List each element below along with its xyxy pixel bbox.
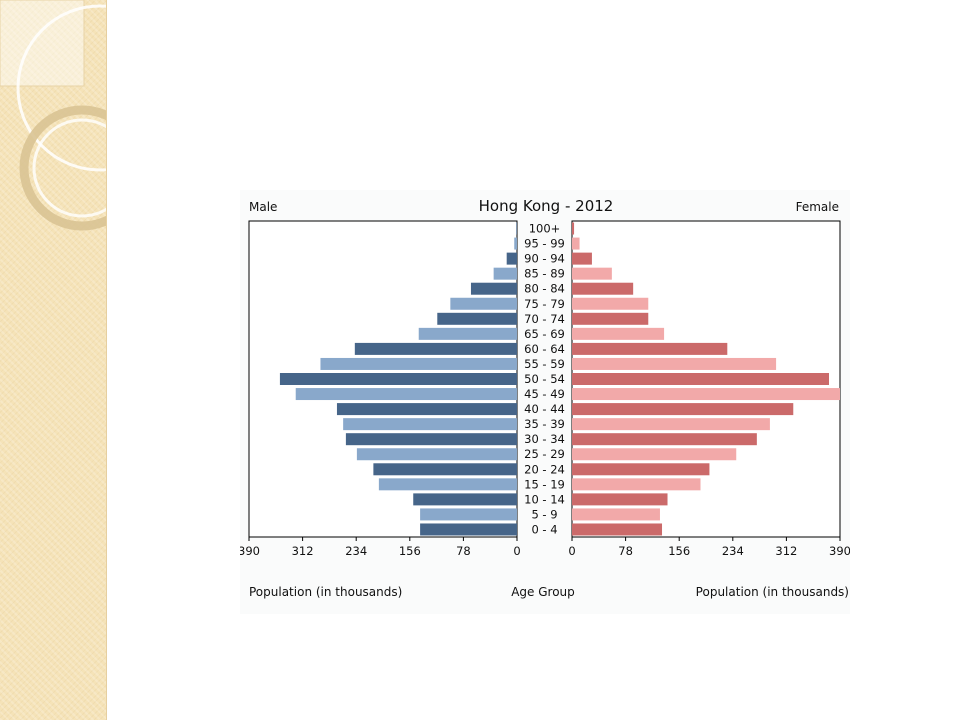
female-bar — [572, 493, 668, 506]
age-group-label: 15 - 19 — [524, 477, 565, 491]
deco-square — [0, 0, 85, 87]
male-bar — [320, 357, 517, 370]
age-group-label: 45 - 49 — [524, 387, 565, 401]
x-axis-label-female: Population (in thousands) — [696, 585, 849, 599]
female-bar — [572, 418, 770, 431]
female-tick-label: 0 — [568, 544, 575, 558]
female-bar — [572, 478, 701, 491]
female-bar — [572, 267, 612, 280]
female-bar — [572, 327, 665, 340]
female-bar — [572, 463, 710, 476]
age-group-label: 55 - 59 — [524, 357, 565, 371]
female-bar — [572, 312, 649, 325]
male-tick-label: 78 — [456, 544, 471, 558]
male-label: Male — [249, 200, 277, 214]
male-bar — [420, 523, 517, 536]
age-group-label: 70 - 74 — [524, 312, 565, 326]
female-label: Female — [796, 200, 839, 214]
male-bar — [418, 327, 517, 340]
male-bar — [295, 388, 517, 401]
age-group-label: 95 - 99 — [524, 237, 565, 251]
male-tick-label: 390 — [240, 544, 260, 558]
age-group-label: 50 - 54 — [524, 372, 565, 386]
age-group-label: 0 - 4 — [531, 522, 557, 536]
female-bar — [572, 297, 649, 310]
female-bar — [572, 448, 737, 461]
male-tick-label: 0 — [513, 544, 520, 558]
female-bar — [572, 237, 580, 250]
age-group-label: 65 - 69 — [524, 327, 565, 341]
female-tick-label: 312 — [775, 544, 797, 558]
male-x-ticks: 390 312 234 156 78 0 — [240, 537, 521, 558]
female-bar — [572, 523, 663, 536]
male-bar — [345, 433, 517, 446]
male-plot-area — [248, 220, 518, 538]
chart-svg: Hong Kong - 2012 Male Female Population … — [240, 197, 850, 599]
male-bar — [470, 282, 517, 295]
age-group-label: 10 - 14 — [524, 492, 565, 506]
male-bar — [279, 373, 517, 385]
age-group-label: 35 - 39 — [524, 417, 565, 431]
age-group-label: 80 - 84 — [524, 282, 565, 296]
male-bar — [373, 463, 517, 476]
female-bar — [572, 433, 757, 446]
age-group-label: 5 - 9 — [531, 507, 557, 521]
male-bar — [336, 403, 517, 416]
population-pyramid-chart: Hong Kong - 2012 Male Female Population … — [240, 190, 850, 614]
male-tick-label: 312 — [292, 544, 314, 558]
female-tick-label: 156 — [668, 544, 690, 558]
age-group-label: 60 - 64 — [524, 342, 565, 356]
male-tick-label: 156 — [399, 544, 421, 558]
female-bar — [572, 388, 840, 401]
age-group-label: 40 - 44 — [524, 402, 565, 416]
male-bar — [450, 297, 517, 310]
age-group-label: 85 - 89 — [524, 267, 565, 281]
female-bar — [572, 252, 592, 265]
male-bar — [378, 478, 517, 491]
male-bar — [413, 493, 517, 506]
age-group-label: 100+ — [529, 222, 561, 236]
female-bar — [572, 222, 575, 235]
x-axis-label-male: Population (in thousands) — [249, 585, 402, 599]
age-group-label: 20 - 24 — [524, 462, 565, 476]
female-bar — [572, 403, 794, 416]
female-bar — [572, 342, 728, 355]
ring-decoration — [0, 0, 106, 231]
male-bar — [356, 448, 517, 461]
deco-ring-gold — [19, 105, 106, 231]
male-bar — [514, 237, 517, 250]
chart-title: Hong Kong - 2012 — [479, 197, 614, 215]
deco-ring-large — [16, 4, 106, 172]
male-bar — [516, 222, 517, 235]
male-bar — [506, 252, 517, 265]
male-bar — [343, 418, 517, 431]
age-group-label: 75 - 79 — [524, 297, 565, 311]
female-tick-label: 390 — [829, 544, 850, 558]
age-group-label: 25 - 29 — [524, 447, 565, 461]
male-bar — [493, 267, 517, 280]
female-bar — [572, 508, 660, 521]
female-tick-label: 78 — [618, 544, 633, 558]
deco-ring-inner — [32, 118, 106, 218]
female-bar — [572, 373, 830, 385]
age-group-label: 90 - 94 — [524, 252, 565, 266]
male-bar — [437, 312, 517, 325]
x-axis-label-age: Age Group — [511, 585, 575, 599]
age-group-label: 30 - 34 — [524, 432, 565, 446]
female-bar — [572, 357, 777, 370]
male-bar — [354, 342, 517, 355]
decorative-sidebar — [0, 0, 107, 720]
male-bar — [420, 508, 517, 521]
female-bar — [572, 282, 634, 295]
female-x-ticks: 0 78 156 234 312 390 — [568, 537, 850, 558]
male-tick-label: 234 — [345, 544, 367, 558]
female-tick-label: 234 — [722, 544, 744, 558]
female-plot-area — [571, 220, 841, 538]
